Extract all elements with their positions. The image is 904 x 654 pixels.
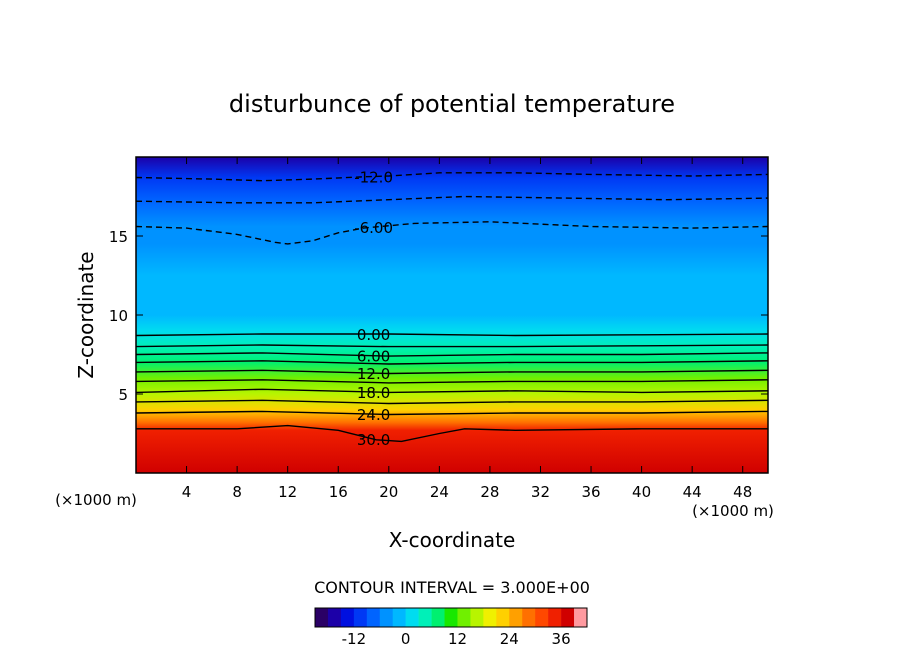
contour-label: 0.00 <box>357 326 390 344</box>
colorbar-tick-label: -12 <box>342 630 367 648</box>
colorbar-swatch <box>548 608 562 627</box>
chart-title: disturbunce of potential temperature <box>229 90 675 118</box>
contour-label: 12.0 <box>357 365 390 383</box>
contour-label: -12.0 <box>354 168 393 186</box>
contour-fill <box>136 157 768 473</box>
x-tick-label: 36 <box>581 483 600 501</box>
colorbar-swatch <box>327 608 342 627</box>
colorbar-ticks: -12 0 12 24 36 <box>342 630 571 648</box>
x-tick-label: 16 <box>329 483 348 501</box>
contour-label: 18.0 <box>357 384 390 402</box>
colorbar-swatch <box>366 608 381 627</box>
contour-label: 30.0 <box>357 431 390 449</box>
contour-line <box>136 221 768 245</box>
y-tick-label: 15 <box>109 228 128 246</box>
colorbar-swatch <box>470 608 484 627</box>
contour-line <box>136 388 768 394</box>
contour-line <box>136 410 768 416</box>
colorbar-swatch <box>574 608 588 627</box>
colorbar-swatch <box>496 608 510 627</box>
colorbar-swatch <box>418 608 432 627</box>
colorbar-frame <box>314 607 588 628</box>
colorbar-swatch <box>392 608 406 627</box>
colorbar-swatch <box>340 608 355 627</box>
x-unit-label-right: (×1000 m) <box>692 502 774 520</box>
contour-line <box>136 352 768 357</box>
contour-line <box>136 360 768 365</box>
colorbar-swatch <box>315 608 329 627</box>
colorbar-swatch <box>522 608 536 627</box>
colorbar-swatch <box>483 608 497 627</box>
colorbar-swatch <box>457 608 471 627</box>
contour-line <box>136 344 768 348</box>
x-tick-label: 48 <box>733 483 752 501</box>
contour-line <box>136 424 768 443</box>
x-axis: 4 8 12 16 20 24 28 32 36 40 44 48 <box>182 157 752 501</box>
x-tick-label: 24 <box>430 483 449 501</box>
x-tick-label: 8 <box>232 483 242 501</box>
colorbar-swatch <box>509 608 523 627</box>
colorbar-tick-label: 24 <box>500 630 519 648</box>
colorbar-swatch <box>535 608 549 627</box>
colorbar-swatch <box>379 608 394 627</box>
contour-label: 6.00 <box>357 348 390 366</box>
contour-line <box>136 379 768 384</box>
contour-line <box>136 399 768 405</box>
x-tick-label: 28 <box>480 483 499 501</box>
y-tick-label: 10 <box>109 307 128 325</box>
y-tick-label: 5 <box>118 386 128 404</box>
contour-line <box>136 172 768 182</box>
x-tick-label: 12 <box>278 483 297 501</box>
x-tick-label: 40 <box>632 483 651 501</box>
colorbar <box>314 607 588 628</box>
x-tick-label: 44 <box>683 483 702 501</box>
x-tick-label: 32 <box>531 483 550 501</box>
colorbar-tick-label: 12 <box>448 630 467 648</box>
contour-line <box>136 195 768 204</box>
x-tick-label: 20 <box>379 483 398 501</box>
colorbar-swatch <box>353 608 368 627</box>
contour-label: -6.00 <box>354 219 393 237</box>
contour-lines <box>136 172 768 443</box>
colorbar-swatch <box>405 608 419 627</box>
colorbar-tick-label: 36 <box>552 630 571 648</box>
colorbar-tick-label: 0 <box>401 630 411 648</box>
y-axis-label: Z-coordinate <box>74 251 98 378</box>
y-axis: 5 10 15 <box>109 228 768 404</box>
contour-interval-text: CONTOUR INTERVAL = 3.000E+00 <box>314 578 590 597</box>
x-tick-label: 4 <box>182 483 192 501</box>
contour-line <box>136 369 768 375</box>
contour-line <box>136 333 768 337</box>
colorbar-swatch <box>444 608 458 627</box>
contour-label: 24.0 <box>357 406 390 424</box>
x-unit-label-left: (×1000 m) <box>55 491 137 509</box>
colorbar-swatch <box>431 608 445 627</box>
colorbar-swatch <box>561 608 575 627</box>
x-axis-label: X-coordinate <box>389 528 516 552</box>
